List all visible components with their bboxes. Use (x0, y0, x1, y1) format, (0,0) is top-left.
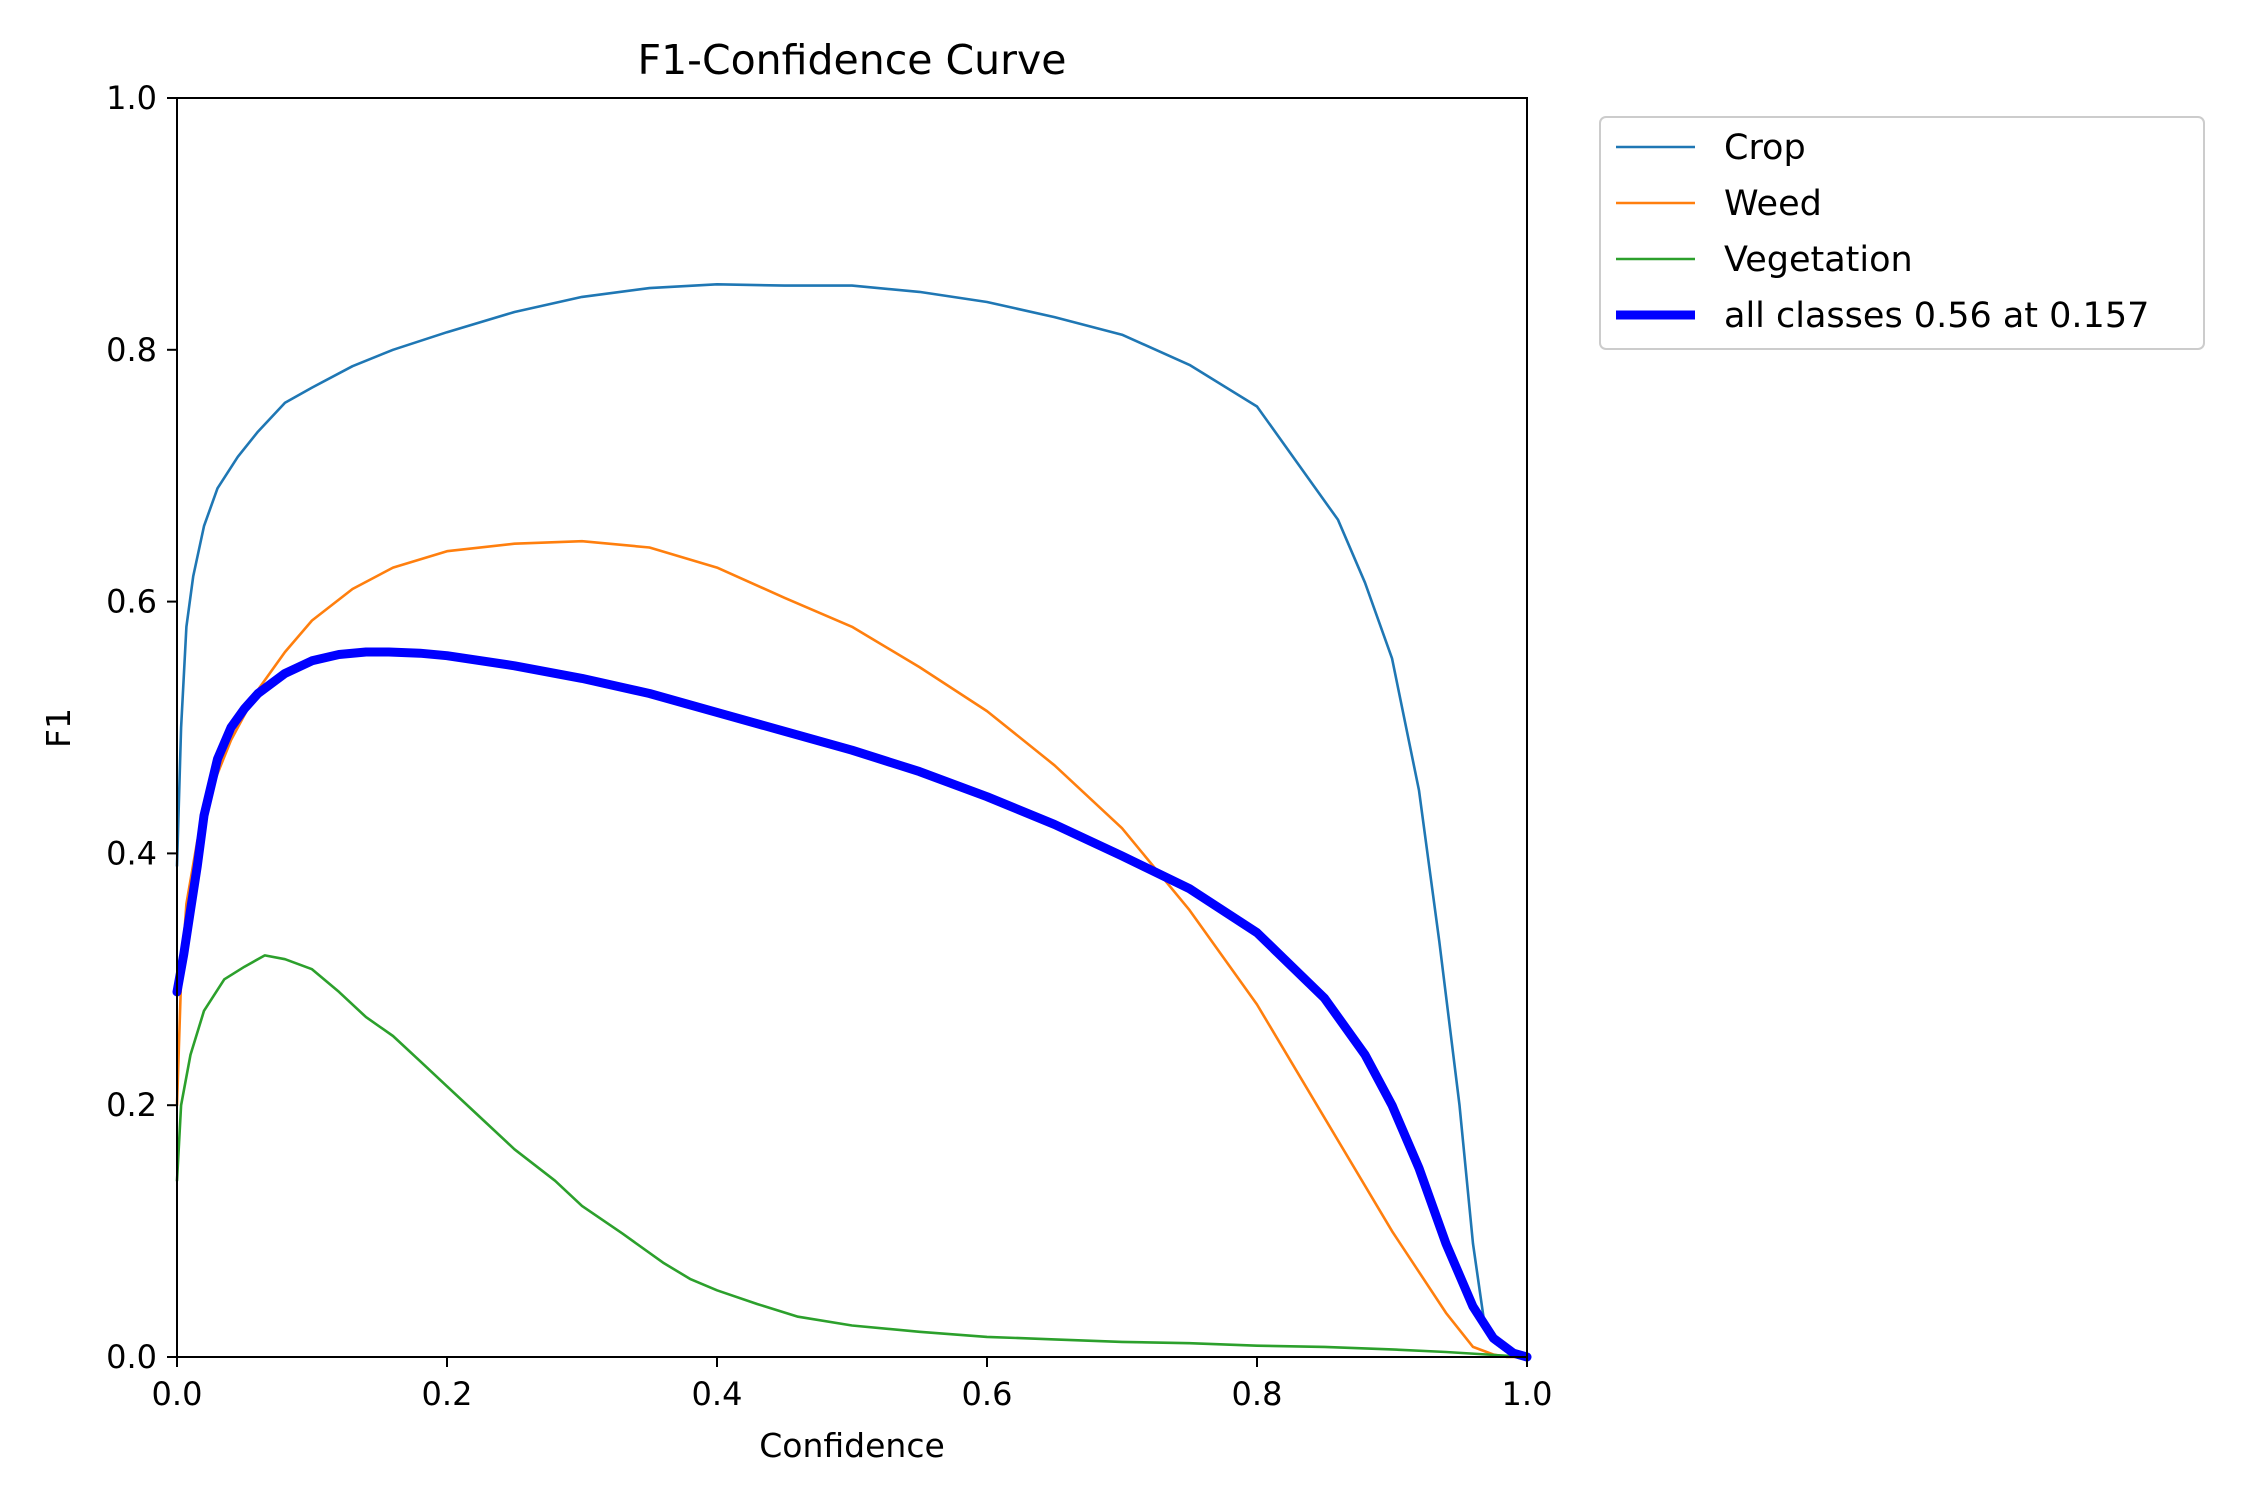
legend-label-vegetation: Vegetation (1724, 240, 1913, 280)
series-line-vegetation (175, 954, 1529, 1359)
y-axis-label: F1 (39, 708, 78, 748)
y-tick-label: 0.8 (106, 331, 157, 369)
x-tick-label: 1.0 (1502, 1375, 1553, 1413)
y-tick-label: 1.0 (106, 79, 157, 117)
legend-frame (1599, 116, 2205, 350)
y-axis: 0.0 0.2 0.4 0.6 0.8 1.0 (106, 79, 177, 1376)
x-tick-label: 0.4 (692, 1375, 743, 1413)
legend-label-weed: Weed (1724, 184, 1822, 224)
y-tick-label: 0.6 (106, 583, 157, 621)
x-axis: 0.0 0.2 0.4 0.6 0.8 1.0 (152, 1357, 1553, 1413)
x-tick-label: 0.6 (962, 1375, 1013, 1413)
y-tick-label: 0.0 (106, 1338, 157, 1376)
legend-label-crop: Crop (1724, 128, 1806, 168)
y-tick-label: 0.4 (106, 834, 157, 872)
plot-frame (176, 97, 1528, 1358)
series-line-all-classes-0-56-at-0-157 (172, 647, 1532, 1362)
legend-label-all-classes-0-56-at-0-157: all classes 0.56 at 0.157 (1724, 296, 2149, 336)
x-axis-label: Confidence (759, 1426, 945, 1465)
x-tick-label: 0.8 (1232, 1375, 1283, 1413)
series-line-weed (175, 539, 1529, 1359)
plot-area (172, 283, 1532, 1362)
legend: Crop Weed Vegetation all classes 0.56 at 0.… (1599, 116, 2205, 350)
x-tick-label: 0.2 (422, 1375, 473, 1413)
y-tick-label: 0.2 (106, 1086, 157, 1124)
x-tick-label: 0.0 (152, 1375, 203, 1413)
series-line-crop (175, 283, 1529, 1359)
chart-title: F1-Confidence Curve (638, 36, 1067, 84)
